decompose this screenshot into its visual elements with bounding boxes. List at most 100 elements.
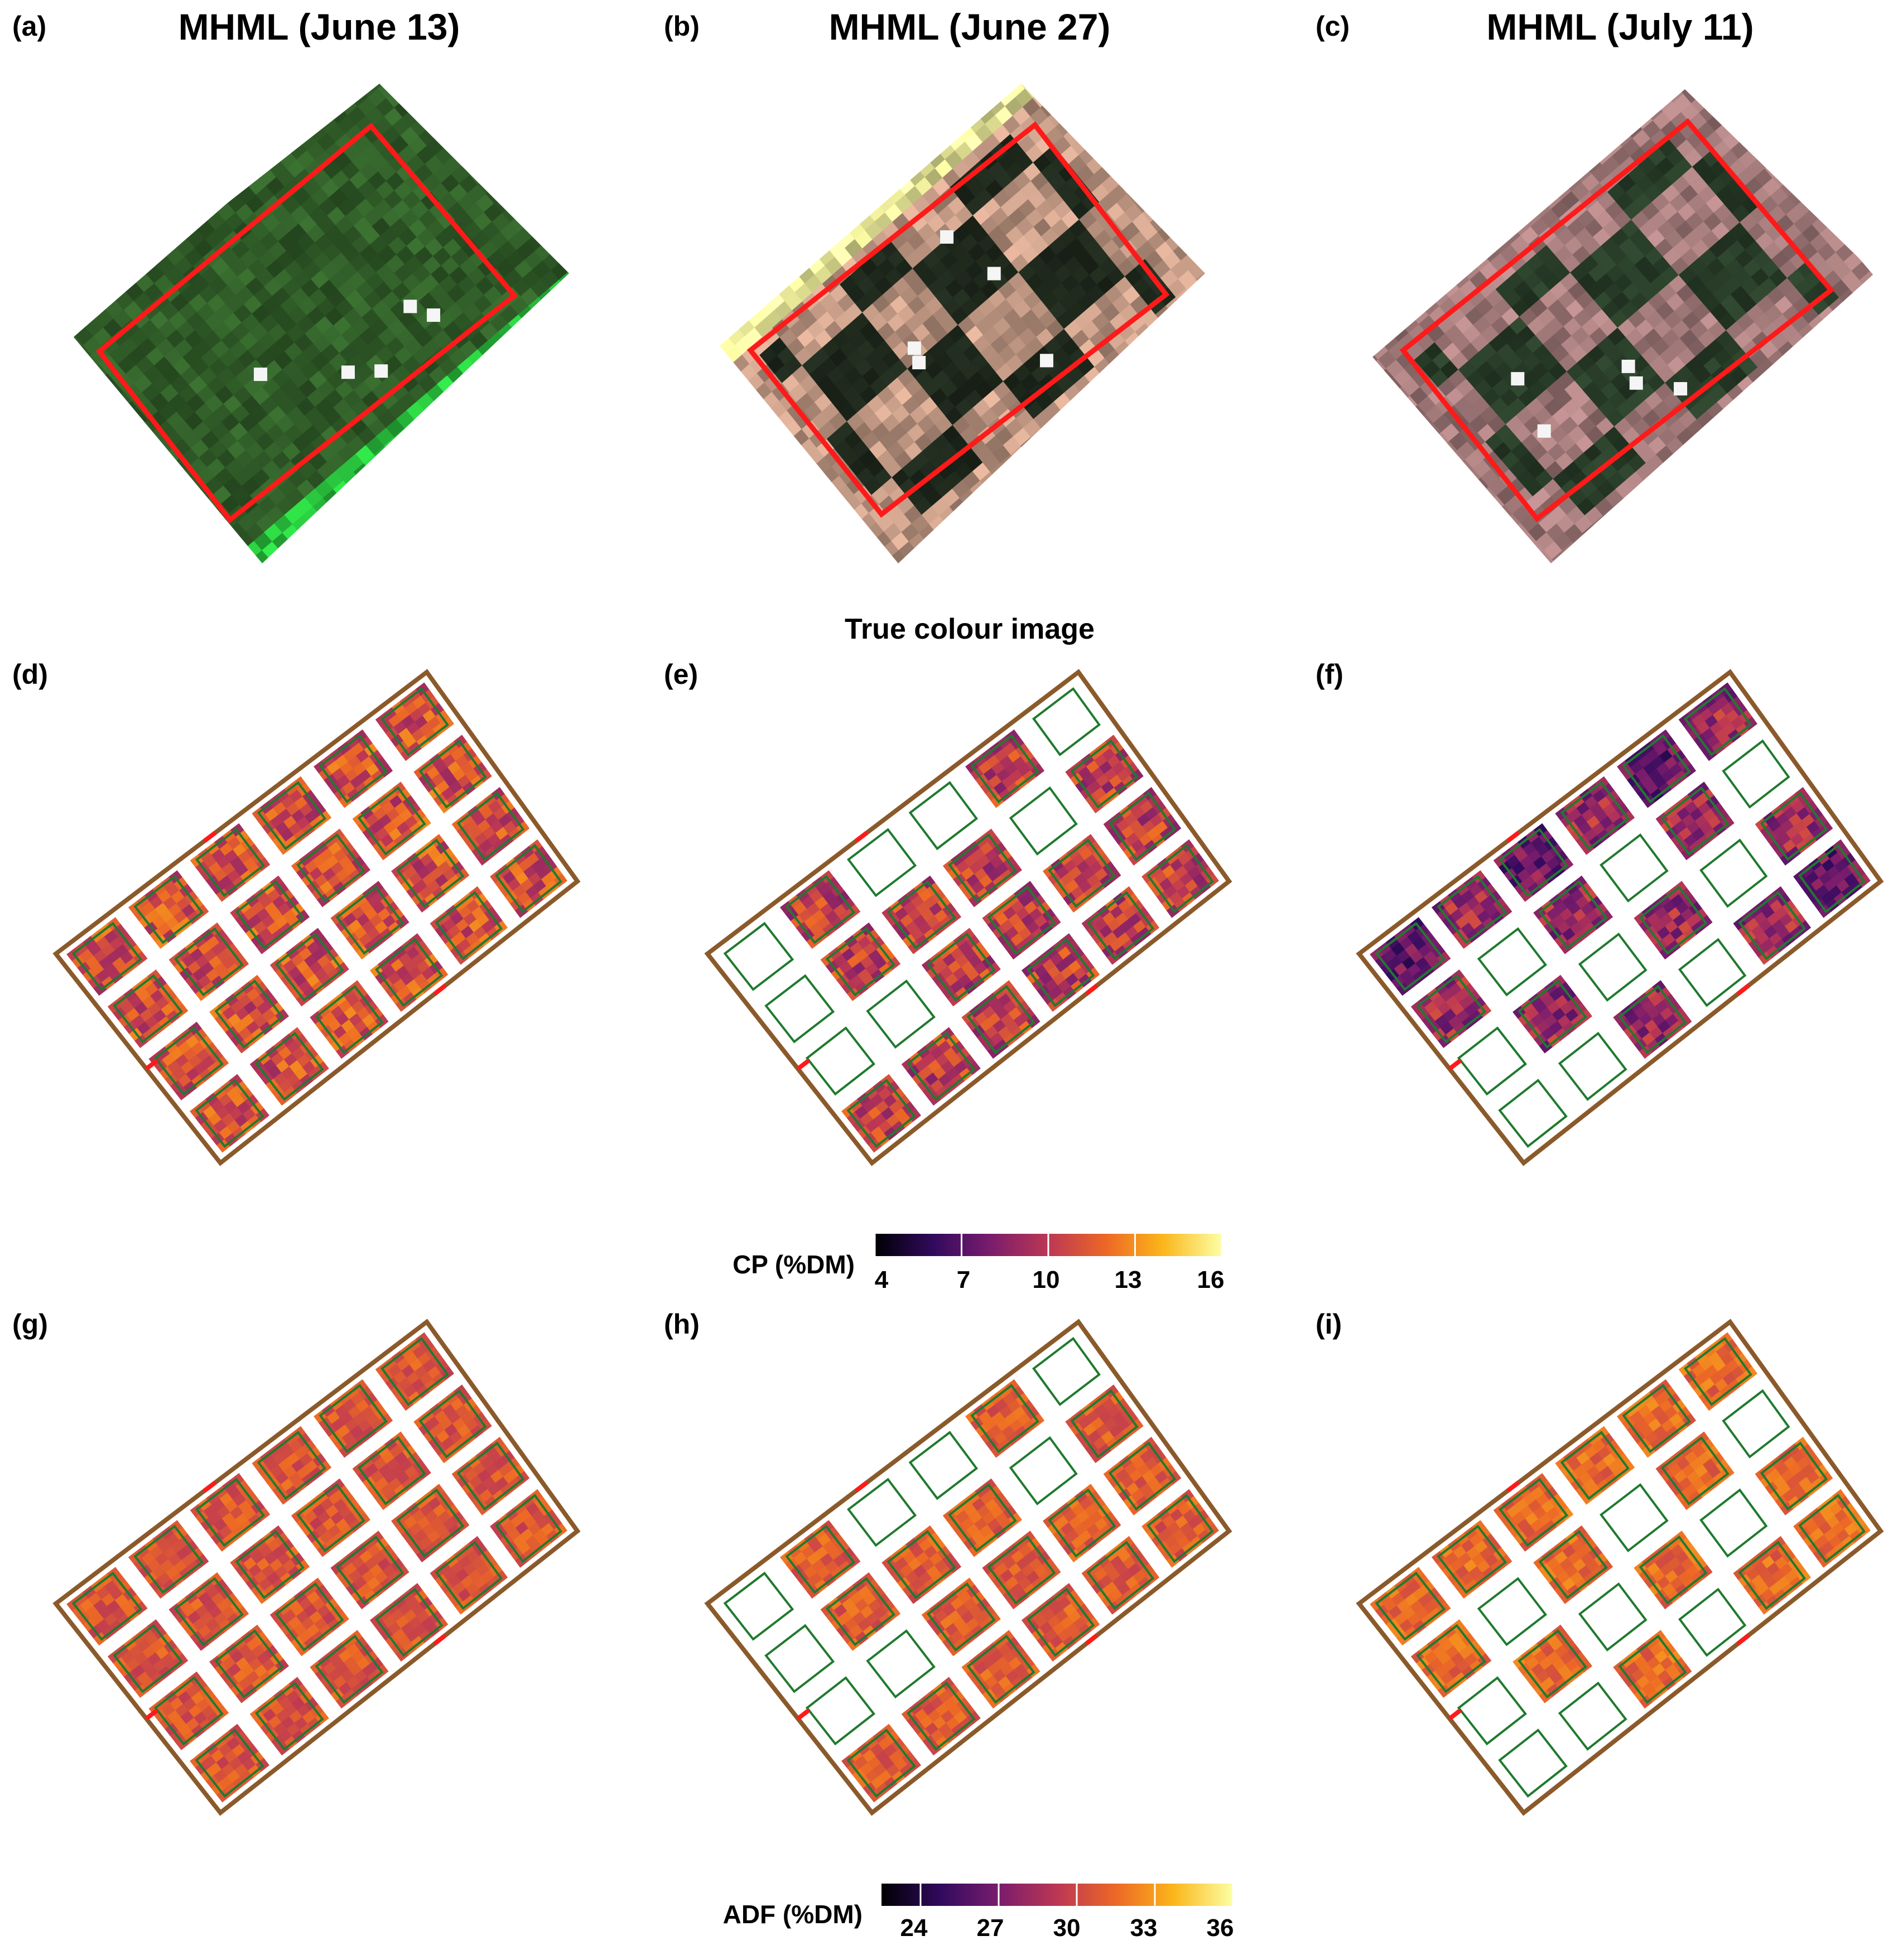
paddock-outline — [866, 1629, 936, 1699]
paddock-outline — [214, 979, 284, 1049]
paddock-outline — [1622, 734, 1691, 804]
paddock-outline — [1108, 791, 1177, 861]
paddock-outline — [274, 1582, 344, 1652]
quality-maps — [52, 669, 1884, 1816]
plot-boundary — [1356, 1319, 1884, 1816]
bright-pixel — [1621, 359, 1635, 373]
paddock-outline — [966, 1634, 1035, 1704]
panel-label-a: (a) — [12, 11, 47, 42]
plot-boundary — [1356, 669, 1884, 1166]
paddock-outline — [1498, 1079, 1568, 1148]
paddock-outline — [456, 1441, 525, 1511]
paddock-outline — [1437, 875, 1507, 944]
paddock-outline — [1660, 786, 1730, 856]
paddock-outline — [906, 1031, 976, 1101]
paddock-outline — [274, 932, 344, 1002]
paddock-outline — [825, 927, 895, 997]
boundary-mark — [203, 831, 217, 843]
area-of-interest-outline — [1399, 118, 1835, 523]
adf-tick-33: 33 — [1130, 1914, 1158, 1942]
paddock-outline — [887, 1530, 956, 1600]
paddock-outline — [908, 781, 979, 851]
bright-pixel — [374, 364, 388, 378]
paddock-outline — [1518, 979, 1587, 1049]
adf-map-panel-2 — [704, 1319, 1232, 1816]
paddock-outline — [174, 927, 244, 997]
paddock-outline — [418, 739, 487, 809]
paddock-outline — [214, 1629, 284, 1699]
panel-label-b: (b) — [664, 11, 700, 42]
paddock-outline — [235, 880, 305, 950]
true-colour-image-june-13 — [67, 84, 569, 563]
paddock-outline — [195, 1729, 264, 1798]
paddock-outline — [1032, 1336, 1101, 1406]
paddock-outline — [375, 938, 444, 1007]
paddock-outline — [970, 1384, 1039, 1454]
paddock-outline — [764, 1624, 835, 1693]
adf-colorbar-gradient — [881, 1884, 1233, 1906]
plot-boundary — [704, 1319, 1232, 1816]
paddock-outline — [418, 1389, 487, 1459]
paddock-outline — [1578, 1582, 1647, 1652]
panel-label-c: (c) — [1316, 11, 1350, 42]
paddock-outline — [764, 974, 835, 1044]
paddock-outline — [948, 833, 1017, 903]
bright-pixel — [987, 267, 1001, 281]
paddock-outline — [1660, 1436, 1730, 1505]
cp-map-panel-3 — [1356, 669, 1884, 1166]
paddock-outline — [195, 1079, 264, 1148]
paddock-outline — [1560, 1431, 1630, 1500]
paddock-outline — [1027, 1587, 1095, 1657]
paddock-outline — [1086, 891, 1155, 960]
boundary-mark — [1506, 1480, 1520, 1493]
paddock-outline — [195, 1478, 266, 1547]
paddock-outline — [1375, 1571, 1446, 1641]
adf-map-panel-3 — [1356, 1319, 1884, 1816]
paddock-outline — [1678, 938, 1747, 1007]
cp-tick-10: 10 — [1032, 1266, 1060, 1293]
panel-title-a: MHML (June 13) — [178, 6, 460, 47]
paddock-outline — [825, 1577, 895, 1647]
paddock-outline — [315, 984, 384, 1054]
paddock-outline — [1477, 1577, 1547, 1647]
paddock-outline — [1146, 844, 1214, 914]
paddock-outline — [380, 687, 449, 756]
panel-title-c: MHML (July 11) — [1486, 6, 1754, 47]
paddock-outline — [1538, 1530, 1608, 1600]
bright-pixel — [341, 365, 355, 379]
boundary-mark — [144, 1708, 159, 1721]
paddock-outline — [1578, 932, 1647, 1002]
paddock-outline — [113, 1624, 184, 1693]
paddock-outline — [1722, 1389, 1790, 1459]
boundary-mark — [854, 831, 869, 843]
adf-colorbar-title: ADF (%DM) — [722, 1900, 863, 1929]
paddock-outline — [1498, 1478, 1569, 1547]
paddock-outline — [866, 979, 936, 1049]
boundary-mark — [1085, 1633, 1099, 1646]
panel-label-h: (h) — [664, 1309, 700, 1340]
paddock-outline — [1375, 921, 1446, 991]
panel-label-g: (g) — [12, 1309, 48, 1340]
boundary-mark — [1448, 1708, 1462, 1721]
paddock-outline — [1032, 687, 1101, 756]
paddock-outline — [357, 786, 426, 856]
paddock-outline — [71, 921, 143, 991]
paddock-outline — [846, 1729, 916, 1798]
paddock-outline — [1146, 1494, 1214, 1563]
boundary-mark — [854, 1480, 869, 1493]
bright-pixel — [1629, 376, 1643, 390]
paddock-outline — [1798, 844, 1866, 914]
paddock-outline — [357, 1436, 426, 1505]
paddock-outline — [71, 1571, 143, 1641]
paddock-outline — [1699, 1488, 1768, 1558]
paddock-outline — [1518, 1629, 1587, 1699]
paddock-outline — [1558, 1031, 1627, 1101]
adf-tick-24: 24 — [900, 1914, 928, 1942]
bright-pixel — [427, 308, 441, 322]
boundary-mark — [1448, 1058, 1462, 1071]
paddock-outline — [1108, 1441, 1177, 1511]
bright-pixel — [1040, 354, 1054, 368]
paddock-outline — [723, 1571, 794, 1641]
paddock-outline — [1699, 838, 1768, 908]
